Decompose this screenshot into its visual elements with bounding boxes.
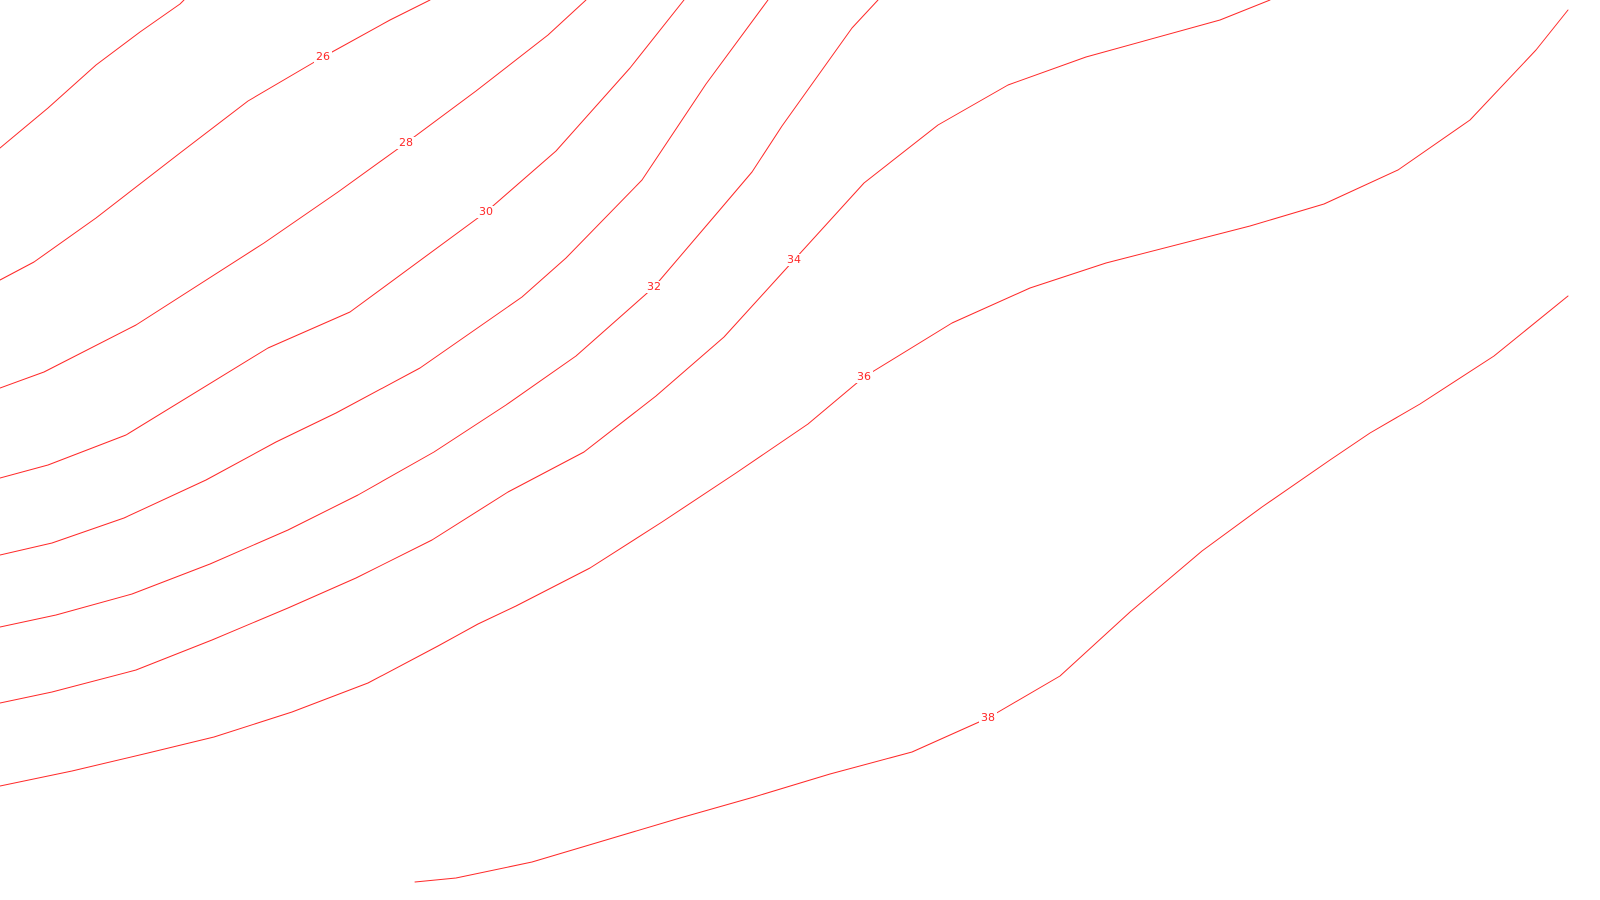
contour-line-c31 — [0, 0, 769, 556]
contour-line-c28 — [0, 0, 587, 389]
contour-line-c38 — [414, 295, 1569, 883]
contour-label-background-c36 — [855, 371, 873, 383]
contour-label-background-c34 — [785, 254, 803, 266]
contour-label-c38: 38 — [981, 711, 995, 724]
contour-line-c34 — [0, 0, 1271, 704]
contour-label-background-c28 — [397, 137, 415, 149]
contour-lines-group — [0, 0, 1569, 883]
contour-line-c32 — [0, 0, 879, 628]
contour-label-background-c30 — [477, 206, 495, 218]
contour-line-c26 — [0, 0, 431, 281]
contour-labels-group: 2426283032343638 — [314, 50, 997, 724]
contour-line-c24 — [0, 0, 185, 149]
contour-label-background-c26 — [314, 51, 332, 63]
contour-label-c32: 32 — [647, 280, 661, 293]
contour-label-c28: 28 — [399, 136, 413, 149]
contour-label-c36: 36 — [857, 370, 871, 383]
contour-line-c30 — [0, 0, 685, 479]
contour-label-c26: 26 — [316, 50, 330, 63]
contour-line-c36 — [0, 9, 1569, 787]
contour-label-c30: 30 — [479, 205, 493, 218]
contour-label-background-c38 — [979, 712, 997, 724]
contour-label-background-c32 — [645, 281, 663, 293]
contour-label-c34: 34 — [787, 253, 801, 266]
